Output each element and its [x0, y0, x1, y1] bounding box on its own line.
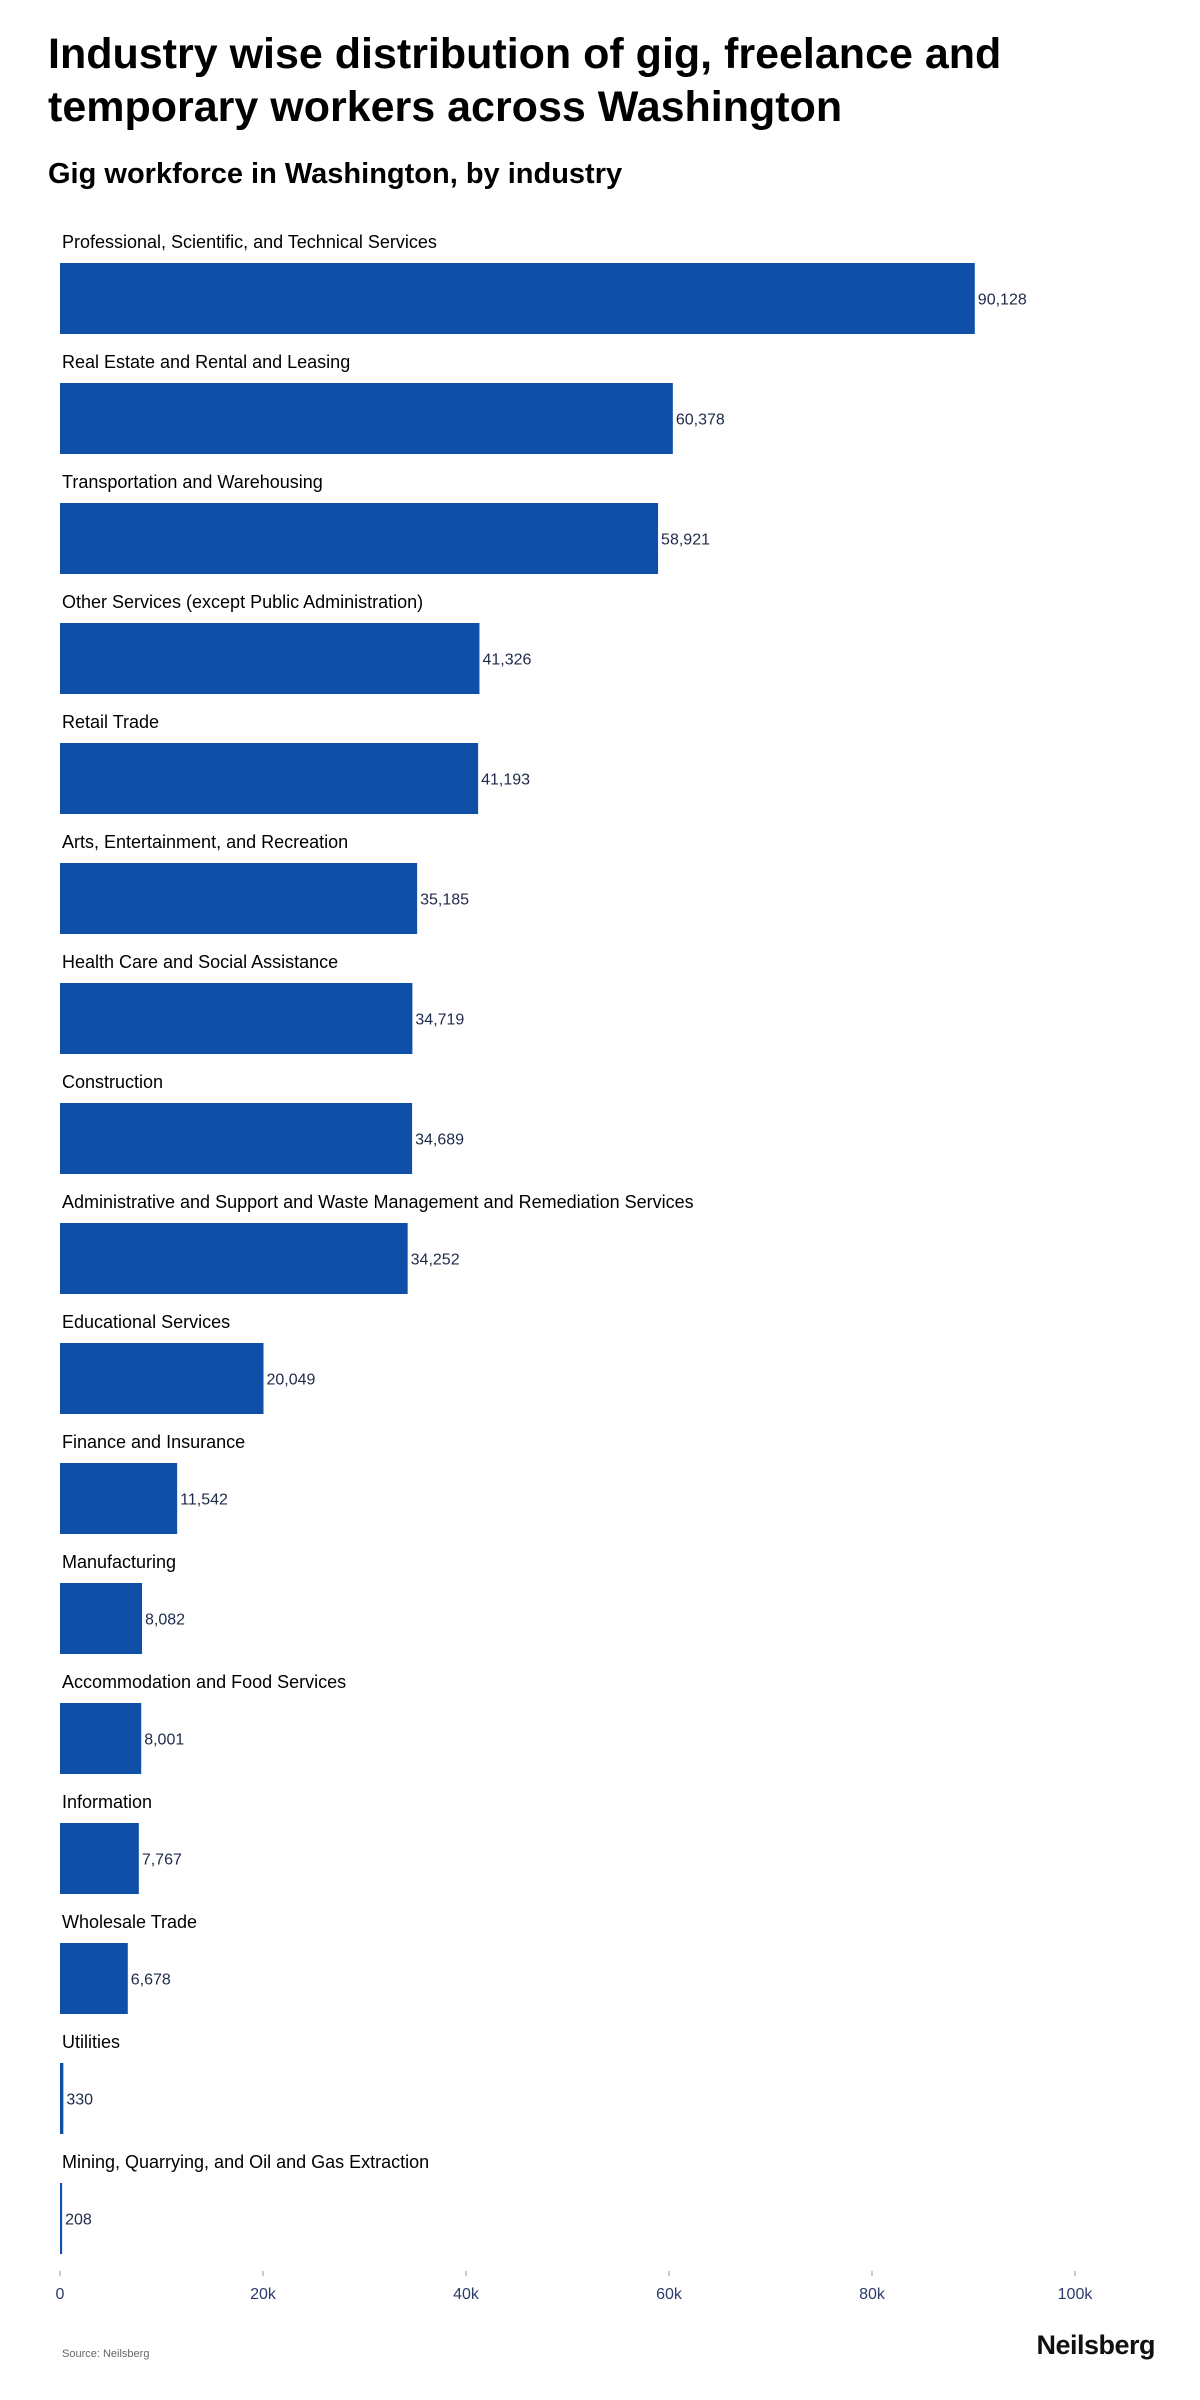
bar: [60, 503, 659, 574]
value-label: 8,082: [145, 1612, 185, 1629]
bar-group: Finance and Insurance 11,542: [60, 1432, 245, 1534]
bar: [60, 2183, 63, 2254]
brand-logo: Neilsberg: [1036, 2330, 1155, 2360]
bar: [60, 623, 480, 694]
category-label: Arts, Entertainment, and Recreation: [62, 832, 348, 852]
bar: [60, 1103, 413, 1174]
category-label: Real Estate and Rental and Leasing: [62, 352, 350, 372]
bar: [60, 1583, 143, 1654]
bar-group: Mining, Quarrying, and Oil and Gas Extra…: [60, 2152, 429, 2254]
category-label: Professional, Scientific, and Technical …: [62, 232, 437, 252]
bar: [60, 983, 413, 1054]
bar-group: Other Services (except Public Administra…: [60, 592, 531, 694]
x-tick-label: 0: [56, 2286, 65, 2303]
value-label: 58,921: [661, 532, 710, 549]
bar-group: Professional, Scientific, and Technical …: [60, 232, 1027, 334]
value-label: 34,689: [415, 1132, 464, 1149]
bar-group: Retail Trade 41,193: [60, 712, 530, 814]
category-label: Construction: [62, 1072, 163, 1092]
category-label: Retail Trade: [62, 712, 159, 732]
chart-title: Industry wise distribution of gig, freel…: [48, 30, 1002, 131]
value-label: 34,719: [415, 1012, 464, 1029]
category-label: Utilities: [62, 2032, 120, 2052]
bar: [60, 1703, 142, 1774]
bar: [60, 1463, 178, 1534]
value-label: 41,326: [482, 652, 531, 669]
bar: [60, 383, 673, 454]
category-label: Other Services (except Public Administra…: [62, 592, 423, 612]
value-label: 35,185: [420, 892, 469, 909]
bar: [60, 863, 418, 934]
value-label: 60,378: [676, 412, 725, 429]
category-label: Wholesale Trade: [62, 1912, 197, 1932]
category-label: Finance and Insurance: [62, 1432, 245, 1452]
category-label: Administrative and Support and Waste Man…: [62, 1192, 694, 1212]
category-label: Educational Services: [62, 1312, 230, 1332]
bar-group: Real Estate and Rental and Leasing 60,378: [60, 352, 725, 454]
category-label: Health Care and Social Assistance: [62, 952, 338, 972]
bar-group: Transportation and Warehousing 58,921: [60, 472, 710, 574]
value-label: 6,678: [131, 1972, 171, 1989]
bar-group: Utilities 330: [60, 2032, 120, 2134]
x-tick-label: 80k: [859, 2286, 886, 2303]
category-label: Accommodation and Food Services: [62, 1672, 346, 1692]
bar-group: Construction 34,689: [60, 1072, 464, 1174]
x-tick-label: 100k: [1058, 2286, 1094, 2303]
value-label: 330: [66, 2092, 93, 2109]
bar: [60, 1223, 408, 1294]
chart-subtitle: Gig workforce in Washington, by industry: [48, 158, 623, 190]
bar-group: Arts, Entertainment, and Recreation 35,18…: [60, 832, 469, 934]
value-label: 90,128: [978, 292, 1027, 309]
bar: [60, 263, 975, 334]
value-label: 8,001: [144, 1732, 184, 1749]
x-tick-label: 40k: [453, 2286, 480, 2303]
bar-group: Manufacturing 8,082: [60, 1552, 185, 1654]
category-label: Manufacturing: [62, 1552, 176, 1572]
x-tick-label: 60k: [656, 2286, 683, 2303]
source-note: Source: Neilsberg: [62, 2348, 150, 2360]
value-label: 11,542: [180, 1492, 228, 1509]
category-label: Information: [62, 1792, 152, 1812]
bar: [60, 2063, 64, 2134]
bar-group: Educational Services 20,049: [60, 1312, 316, 1414]
bar: [60, 1943, 128, 2014]
bar-group: Information 7,767: [60, 1792, 182, 1894]
bar-group: Administrative and Support and Waste Man…: [60, 1192, 694, 1294]
value-label: 208: [65, 2212, 92, 2229]
bar: [60, 743, 479, 814]
category-label: Mining, Quarrying, and Oil and Gas Extra…: [62, 2152, 429, 2172]
value-label: 7,767: [142, 1852, 182, 1869]
x-tick-label: 20k: [250, 2286, 277, 2303]
value-label: 41,193: [481, 772, 530, 789]
bar-group: Wholesale Trade 6,678: [60, 1912, 197, 2014]
bar-group: Health Care and Social Assistance 34,719: [60, 952, 464, 1054]
value-label: 34,252: [411, 1252, 460, 1269]
category-label: Transportation and Warehousing: [62, 472, 323, 492]
bar: [60, 1823, 139, 1894]
bar-group: Accommodation and Food Services 8,001: [60, 1672, 346, 1774]
value-label: 20,049: [266, 1372, 315, 1389]
bar: [60, 1343, 264, 1414]
